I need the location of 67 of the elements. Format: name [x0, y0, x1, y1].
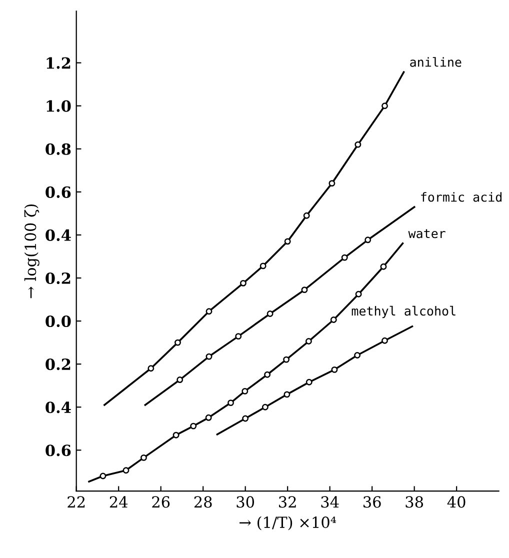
y-tick-label: 0.4: [46, 229, 71, 241]
point: [364, 236, 372, 244]
x-tick-label: 34: [321, 496, 339, 508]
point: [190, 422, 197, 430]
point: [382, 102, 388, 110]
series-label: aniline: [410, 57, 462, 67]
y-tick-label: 1.0: [46, 100, 71, 112]
point: [176, 376, 184, 384]
y-tick-label: 0.0: [46, 316, 71, 328]
point: [354, 352, 361, 358]
point: [235, 333, 242, 340]
y-tick-label: 0.2: [46, 272, 70, 284]
line-series: [104, 71, 405, 406]
x-tick-label: 38: [406, 496, 424, 508]
point: [140, 454, 147, 461]
point: [262, 404, 268, 410]
point: [330, 316, 337, 323]
y-tick-label: 0.2: [46, 358, 70, 370]
x-tick-label: 30: [236, 496, 254, 508]
y-tick-label: 0.6: [46, 444, 71, 456]
y-axis-title: → log(100 ζ): [24, 204, 40, 298]
point: [264, 371, 271, 378]
point: [284, 391, 290, 398]
point: [328, 180, 336, 187]
series-label: water: [408, 229, 446, 238]
point: [341, 254, 348, 261]
point: [284, 238, 291, 245]
x-tick-label: 26: [152, 496, 170, 508]
point: [228, 400, 234, 406]
line-series: [88, 242, 404, 482]
series-label: methyl alcohol: [352, 306, 456, 318]
point: [260, 262, 266, 270]
point: [355, 290, 362, 298]
point: [172, 432, 180, 438]
point: [301, 286, 308, 294]
x-tick-label: 22: [68, 496, 85, 508]
point: [382, 337, 388, 344]
point: [205, 414, 212, 421]
point: [242, 388, 248, 394]
point: [283, 356, 290, 363]
point: [240, 280, 246, 286]
y-tick-label: 0.6: [46, 186, 71, 198]
point: [174, 339, 181, 346]
point: [303, 212, 310, 219]
y-tick-label: 0.4: [46, 402, 71, 414]
x-tick-label: 32: [279, 496, 296, 508]
series-label: formic acid: [421, 192, 502, 202]
point: [148, 365, 154, 372]
point: [206, 308, 212, 315]
point: [380, 263, 387, 270]
point: [206, 353, 212, 360]
line-series: [216, 326, 414, 436]
point: [100, 472, 106, 480]
x-tick-label: 24: [110, 496, 128, 508]
point: [306, 378, 312, 386]
point: [266, 310, 274, 317]
x-tick-label: 40: [447, 496, 466, 508]
x-axis-title: → (1/T) ×10⁴: [240, 516, 336, 530]
point: [242, 415, 249, 422]
point: [331, 366, 338, 373]
y-tick-label: 1.2: [46, 57, 70, 69]
point: [305, 338, 312, 344]
point: [354, 141, 362, 148]
y-tick-label: 0.8: [46, 143, 71, 155]
point: [122, 467, 130, 474]
x-tick-label: 28: [194, 496, 212, 508]
x-tick-label: 36: [364, 496, 381, 508]
